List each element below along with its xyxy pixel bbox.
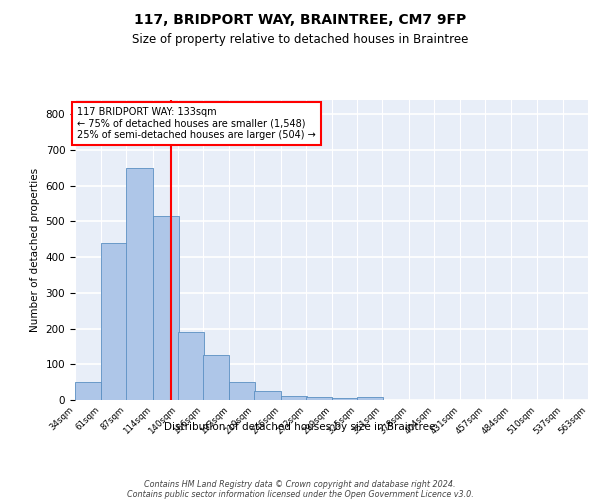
Y-axis label: Number of detached properties: Number of detached properties — [30, 168, 40, 332]
Bar — [178, 332, 204, 400]
Text: Distribution of detached houses by size in Braintree: Distribution of detached houses by size … — [164, 422, 436, 432]
Bar — [203, 356, 229, 400]
Bar — [127, 168, 152, 400]
Bar — [75, 382, 101, 400]
Text: 117, BRIDPORT WAY, BRAINTREE, CM7 9FP: 117, BRIDPORT WAY, BRAINTREE, CM7 9FP — [134, 12, 466, 26]
Text: Contains HM Land Registry data © Crown copyright and database right 2024.
Contai: Contains HM Land Registry data © Crown c… — [127, 480, 473, 500]
Bar — [281, 396, 307, 400]
Bar — [152, 216, 179, 400]
Bar — [306, 397, 332, 400]
Bar — [332, 398, 358, 400]
Bar — [357, 397, 383, 400]
Text: 117 BRIDPORT WAY: 133sqm
← 75% of detached houses are smaller (1,548)
25% of sem: 117 BRIDPORT WAY: 133sqm ← 75% of detach… — [77, 107, 316, 140]
Bar — [229, 382, 256, 400]
Bar — [254, 391, 281, 400]
Text: Size of property relative to detached houses in Braintree: Size of property relative to detached ho… — [132, 32, 468, 46]
Bar — [101, 243, 127, 400]
